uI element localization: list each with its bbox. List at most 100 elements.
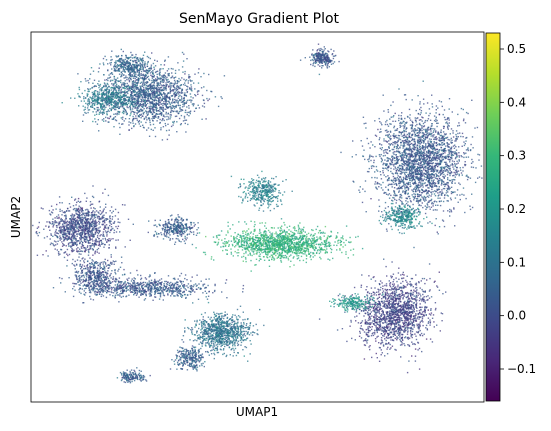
umap-point [108, 227, 109, 228]
umap-point [50, 238, 51, 239]
umap-point [132, 287, 133, 288]
umap-point [89, 257, 90, 258]
umap-point [198, 90, 199, 91]
umap-point [156, 113, 157, 114]
umap-point [107, 281, 108, 282]
umap-point [166, 96, 167, 97]
umap-point [170, 107, 171, 108]
umap-point [182, 101, 183, 102]
umap-point [96, 275, 97, 276]
umap-point [111, 254, 112, 255]
umap-point [184, 95, 185, 96]
umap-point [132, 90, 133, 91]
umap-point [110, 238, 111, 239]
umap-point [156, 93, 157, 94]
umap-point [216, 344, 217, 345]
umap-point [140, 288, 141, 289]
umap-point [154, 95, 155, 96]
umap-point [131, 104, 132, 105]
umap-point [96, 210, 97, 211]
umap-point [53, 244, 54, 245]
umap-point [160, 104, 161, 105]
umap-point [85, 241, 86, 242]
umap-point [150, 75, 151, 76]
umap-point [51, 243, 52, 244]
umap-point [198, 68, 199, 69]
umap-point [183, 120, 184, 121]
umap-point [176, 86, 177, 87]
umap-point [188, 77, 189, 78]
umap-point [129, 87, 130, 88]
umap-point [146, 78, 147, 79]
umap-point [99, 270, 100, 271]
umap-point [159, 89, 160, 90]
umap-point [163, 109, 164, 110]
umap-point [172, 100, 173, 101]
umap-point [112, 287, 113, 288]
umap-point [85, 268, 86, 269]
umap-point [97, 93, 98, 94]
umap-point [99, 273, 100, 274]
umap-point [183, 335, 184, 336]
umap-point [110, 230, 111, 231]
umap-point [188, 283, 189, 284]
umap-point [89, 99, 90, 100]
umap-point [160, 287, 161, 288]
umap-point [252, 334, 253, 335]
umap-point [213, 353, 214, 354]
umap-point [65, 215, 66, 216]
umap-point [80, 293, 81, 294]
umap-point [257, 334, 258, 335]
umap-point [115, 261, 116, 262]
umap-point [76, 272, 77, 273]
umap-point [76, 250, 77, 251]
cluster-top-left-upper [90, 49, 162, 85]
umap-point [184, 73, 185, 74]
umap-point [128, 278, 129, 279]
umap-point [192, 103, 193, 104]
umap-point [155, 78, 156, 79]
umap-point [90, 285, 91, 286]
umap-point [63, 228, 64, 229]
umap-point [114, 230, 115, 231]
umap-point [134, 281, 135, 282]
umap-point [62, 219, 63, 220]
umap-point [172, 76, 173, 77]
umap-point [82, 223, 83, 224]
umap-point [150, 286, 151, 287]
umap-point [113, 83, 114, 84]
umap-point [194, 111, 195, 112]
umap-point [129, 97, 130, 98]
umap-point [173, 85, 174, 86]
umap-point [124, 70, 125, 71]
umap-point [170, 104, 171, 105]
umap-point [164, 95, 165, 96]
umap-point [169, 83, 170, 84]
umap-point [117, 87, 118, 88]
umap-point [142, 106, 143, 107]
umap-point [94, 90, 95, 91]
umap-point [146, 112, 147, 113]
umap-point [70, 206, 71, 207]
umap-point [110, 80, 111, 81]
umap-point [157, 90, 158, 91]
umap-point [98, 119, 99, 120]
umap-point [155, 282, 156, 283]
umap-point [221, 98, 222, 99]
umap-point [64, 230, 65, 231]
umap-point [66, 229, 67, 230]
umap-point [85, 239, 86, 240]
umap-point [120, 61, 121, 62]
umap-point [84, 112, 85, 113]
umap-point [184, 284, 185, 285]
umap-point [52, 226, 53, 227]
umap-point [100, 206, 101, 207]
umap-point [109, 90, 110, 91]
umap-point [213, 343, 214, 344]
umap-point [182, 106, 183, 107]
umap-point [176, 88, 177, 89]
umap-point [184, 82, 185, 83]
umap-point [60, 226, 61, 227]
umap-point [152, 87, 153, 88]
umap-point [109, 244, 110, 245]
